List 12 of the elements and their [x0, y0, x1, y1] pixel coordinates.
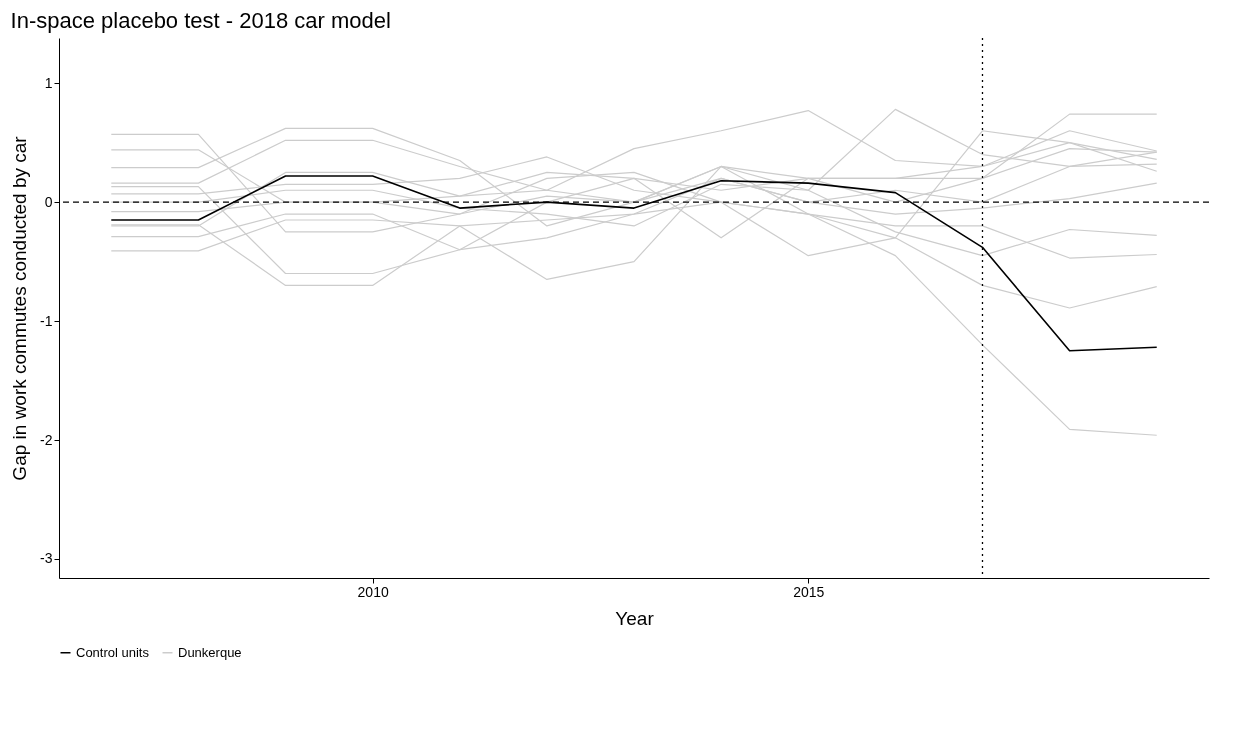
x-tick-label: 2015: [793, 583, 825, 600]
y-tick-label: -2: [40, 431, 53, 448]
x-axis-title: Year: [615, 607, 655, 629]
y-tick-label: 0: [44, 193, 53, 210]
y-axis-title: Gap in work commutes conducted by car: [9, 135, 31, 481]
y-tick-label: 1: [44, 74, 53, 91]
legend-label: Control units: [76, 644, 150, 660]
y-tick-label: -3: [40, 550, 53, 567]
y-tick-label: -1: [40, 312, 53, 329]
chart-title: In-space placebo test - 2018 car model: [10, 8, 391, 34]
legend-label: Dunkerque: [178, 644, 242, 660]
x-tick-label: 2010: [357, 583, 389, 600]
